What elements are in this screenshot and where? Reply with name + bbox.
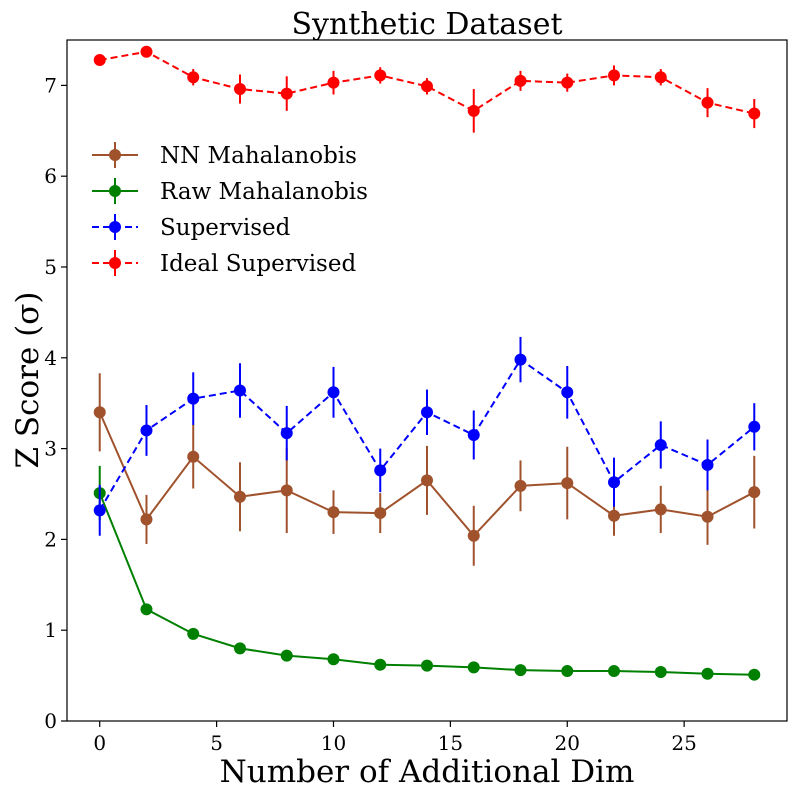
data-point xyxy=(467,529,480,542)
data-point xyxy=(608,69,621,82)
y-tick-label: 2 xyxy=(44,527,57,551)
data-point xyxy=(327,506,340,519)
x-tick-label: 20 xyxy=(555,731,580,755)
y-tick-label: 7 xyxy=(44,73,57,97)
y-tick-label: 4 xyxy=(44,346,57,370)
data-point xyxy=(233,642,246,655)
data-point xyxy=(748,668,761,681)
data-point xyxy=(140,45,153,58)
data-point xyxy=(327,653,340,666)
data-point xyxy=(93,53,106,66)
data-point xyxy=(93,406,106,419)
data-point xyxy=(561,665,574,678)
x-tick-label: 10 xyxy=(321,731,346,755)
data-point xyxy=(608,509,621,522)
data-point xyxy=(421,406,433,419)
data-point xyxy=(187,450,200,463)
legend-label: NN Mahalanobis xyxy=(160,143,357,169)
data-point xyxy=(280,427,293,440)
legend-entry: Raw Mahalanobis xyxy=(92,178,368,205)
data-point xyxy=(561,386,574,399)
x-tick-label: 5 xyxy=(210,731,223,755)
data-point xyxy=(654,503,667,516)
data-point xyxy=(514,664,527,677)
data-point xyxy=(374,507,387,520)
data-point xyxy=(327,386,340,399)
legend-entry: Supervised xyxy=(92,214,291,241)
x-axis-label: Number of Additional Dim xyxy=(220,754,635,790)
legend: NN Mahalanobis Raw Mahalanobis Supervised I… xyxy=(92,142,368,277)
data-point xyxy=(327,76,340,89)
series-supervised xyxy=(93,336,761,536)
y-tick-label: 0 xyxy=(44,709,57,733)
legend-marker xyxy=(109,257,121,269)
data-point xyxy=(187,627,200,640)
x-tick-label: 15 xyxy=(438,731,463,755)
series-line xyxy=(99,50,755,115)
legend-label: Supervised xyxy=(160,215,291,241)
data-point xyxy=(748,107,761,120)
data-point xyxy=(233,83,246,96)
series-nn-mahalanobis xyxy=(93,373,761,566)
data-point xyxy=(93,504,106,517)
data-point xyxy=(654,665,667,678)
legend-marker xyxy=(109,149,121,161)
data-point xyxy=(654,438,667,451)
chart-title: Synthetic Dataset xyxy=(291,7,562,42)
data-point xyxy=(374,69,387,82)
data-point xyxy=(421,80,433,93)
legend-entry: Ideal Supervised xyxy=(92,250,356,277)
data-point xyxy=(467,104,480,117)
y-tick-label: 6 xyxy=(44,164,57,188)
data-point xyxy=(421,474,433,487)
plot-area xyxy=(93,45,761,681)
x-tick-label: 25 xyxy=(671,731,696,755)
data-point xyxy=(748,486,761,499)
y-tick-label: 3 xyxy=(44,437,57,461)
data-point xyxy=(233,490,246,503)
data-point xyxy=(654,71,667,84)
data-point xyxy=(140,603,153,616)
data-point xyxy=(701,667,714,680)
series-line xyxy=(98,492,755,676)
data-point xyxy=(514,353,527,366)
x-tick-label: 0 xyxy=(93,731,106,755)
data-point xyxy=(608,476,621,489)
data-point xyxy=(374,658,387,671)
data-point xyxy=(140,424,153,437)
data-point xyxy=(561,76,574,89)
series-ideal-supervised xyxy=(93,45,761,133)
data-point xyxy=(140,513,153,526)
y-axis-label: Z Score (σ) xyxy=(10,291,46,468)
data-point xyxy=(187,71,200,84)
plot-frame xyxy=(66,39,788,722)
data-point xyxy=(280,87,293,100)
data-point xyxy=(514,74,527,87)
data-point xyxy=(748,420,761,433)
data-point xyxy=(467,661,480,674)
data-point xyxy=(514,479,527,492)
legend-label: Ideal Supervised xyxy=(160,251,356,277)
data-point xyxy=(233,384,246,397)
data-point xyxy=(701,458,714,471)
data-point xyxy=(467,428,480,441)
y-tick-label: 5 xyxy=(44,255,57,279)
series-raw-mahalanobis xyxy=(93,465,761,681)
data-point xyxy=(421,659,433,672)
data-point xyxy=(701,96,714,109)
axis-ticks: 0 5 10 15 20 25 0 1 2 3 4 5 6 7 xyxy=(44,73,697,755)
legend-marker xyxy=(109,221,121,233)
legend-entry: NN Mahalanobis xyxy=(92,142,357,169)
data-point xyxy=(701,510,714,523)
data-point xyxy=(280,484,293,497)
legend-label: Raw Mahalanobis xyxy=(160,179,368,205)
data-point xyxy=(187,392,200,405)
data-point xyxy=(608,665,621,678)
data-point xyxy=(561,477,574,490)
data-point xyxy=(280,649,293,662)
y-tick-label: 1 xyxy=(44,618,57,642)
data-point xyxy=(374,464,387,477)
legend-marker xyxy=(109,185,121,197)
